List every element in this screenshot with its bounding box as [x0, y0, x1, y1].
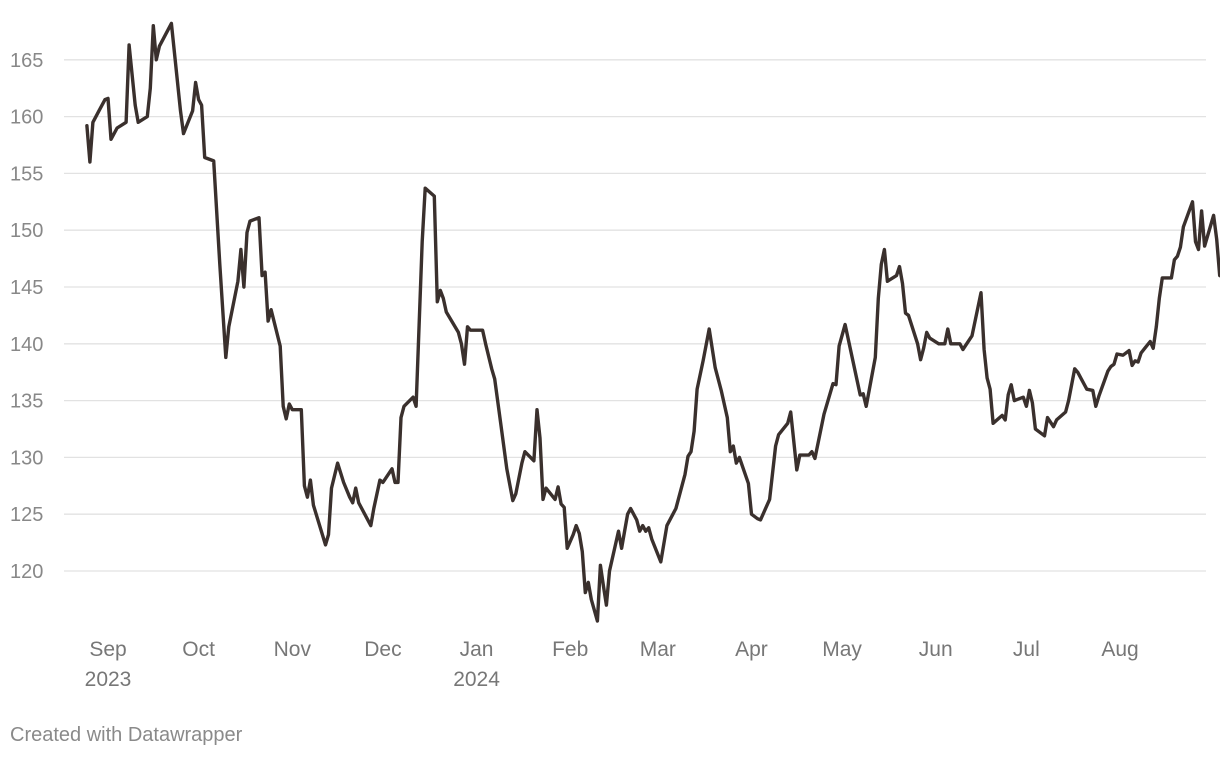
x-tick-label: Jul [1013, 638, 1040, 661]
x-tick-year-label: 2024 [453, 668, 500, 691]
y-tick-label: 160 [10, 107, 43, 129]
y-tick-label: 135 [10, 391, 43, 413]
x-axis: Sep 2023 Oct Nov Dec Jan 2024 Feb Mar Apr May Jun Ju… [85, 638, 1139, 691]
x-tick-label: Jan [460, 638, 494, 661]
credit-text[interactable]: Created with Datawrapper [10, 724, 243, 746]
x-tick-label: Nov [274, 638, 312, 661]
series-layer [85, 21, 1220, 623]
x-tick-label: Jun [919, 638, 953, 661]
x-tick-label: Feb [552, 638, 588, 661]
y-tick-label: 130 [10, 447, 43, 469]
x-tick-label: Sep [89, 638, 126, 661]
y-tick-label: 140 [10, 334, 43, 356]
x-tick-label: Aug [1101, 638, 1138, 661]
x-tick-label: May [822, 638, 862, 661]
y-tick-label: 125 [10, 504, 43, 526]
series-line-0 [85, 21, 1220, 623]
x-tick-label: Mar [640, 638, 676, 661]
x-tick-label: Apr [735, 638, 768, 661]
x-tick-label: Dec [364, 638, 401, 661]
y-tick-label: 155 [10, 163, 43, 185]
line-chart: 120 125 130 135 140 145 150 155 160 165 Sep 2023 Oc… [10, 21, 1220, 691]
y-tick-label: 120 [10, 561, 43, 583]
x-tick-year-label: 2023 [85, 668, 132, 691]
y-tick-label: 150 [10, 220, 43, 242]
y-tick-label: 165 [10, 50, 43, 72]
y-axis: 120 125 130 135 140 145 150 155 160 165 [10, 50, 43, 583]
y-tick-label: 145 [10, 277, 43, 299]
gridlines [64, 59, 1206, 572]
x-tick-label: Oct [182, 638, 215, 661]
